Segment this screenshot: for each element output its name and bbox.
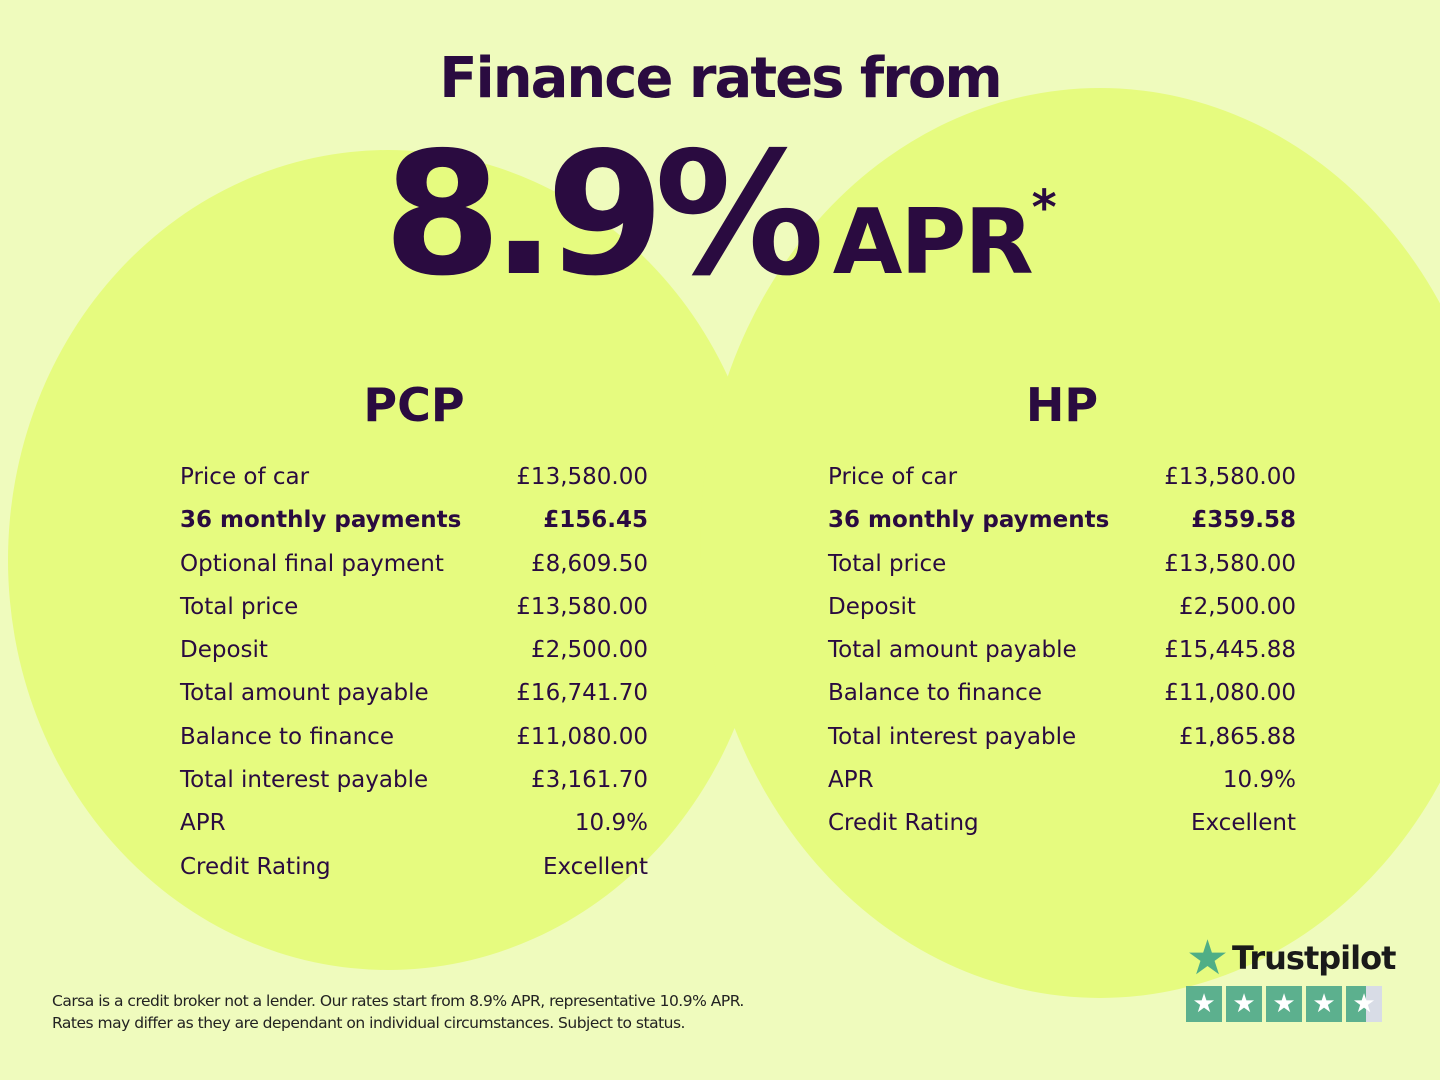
row-value: £13,580.00 [516, 593, 648, 620]
table-row: Total interest payable £1,865.88 [828, 722, 1296, 765]
rating-star-icon: ★ [1186, 986, 1222, 1022]
row-label: Total price [180, 593, 299, 620]
table-row: Deposit £2,500.00 [828, 592, 1296, 635]
row-value: Excellent [1190, 810, 1296, 837]
row-value: £156.45 [543, 507, 648, 534]
trustpilot-logo: ★ Trustpilot [1186, 930, 1396, 986]
background-circle-right [700, 88, 1440, 998]
trustpilot-rating: ★ ★ ★ ★ ★ [1186, 986, 1395, 1022]
table-row: Total amount payable £16,741.70 [180, 678, 648, 721]
rating-star-icon: ★ [1346, 986, 1382, 1022]
table-row: Total price £13,580.00 [828, 549, 1296, 592]
table-row: Balance to finance £11,080.00 [828, 678, 1296, 721]
row-label: Total amount payable [180, 680, 429, 707]
row-value: £2,500.00 [530, 637, 648, 664]
table-row: Total interest payable £3,161.70 [180, 765, 648, 808]
row-label: Optional final payment [180, 550, 444, 577]
row-value: £13,580.00 [1164, 550, 1296, 577]
table-row: APR 10.9% [180, 808, 648, 851]
row-value: £13,580.00 [1164, 464, 1296, 490]
row-label: Credit Rating [180, 853, 331, 880]
row-label: APR [828, 767, 874, 794]
row-value: £16,741.70 [516, 680, 648, 707]
table-row: Total amount payable £15,445.88 [828, 635, 1296, 678]
table-row: Price of car £13,580.00 [828, 462, 1296, 505]
rating-star-icon: ★ [1306, 986, 1342, 1022]
rate-value: 8.9% [383, 116, 824, 314]
trustpilot-badge[interactable]: ★ Trustpilot ★ ★ ★ ★ ★ [1186, 930, 1396, 1022]
row-label: Total amount payable [828, 637, 1077, 664]
table-row: 36 monthly payments £359.58 [828, 505, 1296, 548]
row-label: APR [180, 810, 226, 837]
row-label: Deposit [828, 593, 916, 620]
rate-suffix: APR [832, 190, 1034, 295]
row-value: £2,500.00 [1178, 593, 1296, 620]
row-label: Deposit [180, 637, 268, 664]
rate-display: 8.9% APR* [0, 130, 1440, 300]
rating-star-icon: ★ [1266, 986, 1302, 1022]
row-label: Balance to finance [180, 723, 394, 750]
table-row: 36 monthly payments £156.45 [180, 505, 648, 548]
row-label: Total price [828, 550, 947, 577]
row-value: 10.9% [1222, 767, 1296, 794]
row-label: 36 monthly payments [180, 507, 462, 534]
asterisk: * [1031, 180, 1057, 236]
table-row: Deposit £2,500.00 [180, 635, 648, 678]
table-row: Total price £13,580.00 [180, 592, 648, 635]
row-value: £13,580.00 [516, 464, 648, 490]
row-value: £3,161.70 [530, 767, 648, 794]
table-row: Price of car £13,580.00 [180, 462, 648, 505]
row-label: Price of car [180, 464, 310, 490]
row-label: Price of car [828, 464, 958, 490]
disclaimer-line-1: Carsa is a credit broker not a lender. O… [52, 992, 744, 1010]
disclaimer: Carsa is a credit broker not a lender. O… [52, 990, 744, 1034]
row-value: £8,609.50 [530, 550, 648, 577]
table-row: Credit Rating Excellent [180, 852, 648, 895]
rating-star-icon: ★ [1226, 986, 1262, 1022]
row-label: Credit Rating [828, 810, 979, 837]
row-value: Excellent [542, 853, 648, 880]
background-circle-left [8, 150, 768, 970]
table-row: APR 10.9% [828, 765, 1296, 808]
row-label: Balance to finance [828, 680, 1042, 707]
hp-heading: HP [1025, 378, 1099, 432]
headline: Finance rates from [439, 46, 1002, 111]
table-row: Credit Rating Excellent [828, 808, 1296, 851]
row-label: Total interest payable [828, 723, 1077, 750]
pcp-table: PCP Price of car £13,580.00 36 monthly pay… [180, 380, 648, 895]
trustpilot-star-icon: ★ [1186, 930, 1229, 986]
row-value: £15,445.88 [1164, 637, 1296, 664]
table-row: Optional final payment £8,609.50 [180, 549, 648, 592]
hp-table: HP Price of car £13,580.00 36 monthly paym… [828, 380, 1296, 852]
row-value: £359.58 [1191, 507, 1296, 534]
row-label: Total interest payable [180, 767, 429, 794]
pcp-heading: PCP [363, 378, 465, 432]
disclaimer-line-2: Rates may differ as they are dependant o… [52, 1014, 685, 1032]
row-value: £11,080.00 [1164, 680, 1296, 707]
row-value: £11,080.00 [516, 723, 648, 750]
row-value: £1,865.88 [1178, 723, 1296, 750]
row-value: 10.9% [574, 810, 648, 837]
trustpilot-name: Trustpilot [1232, 939, 1396, 977]
row-label: 36 monthly payments [828, 507, 1110, 534]
table-row: Balance to finance £11,080.00 [180, 722, 648, 765]
